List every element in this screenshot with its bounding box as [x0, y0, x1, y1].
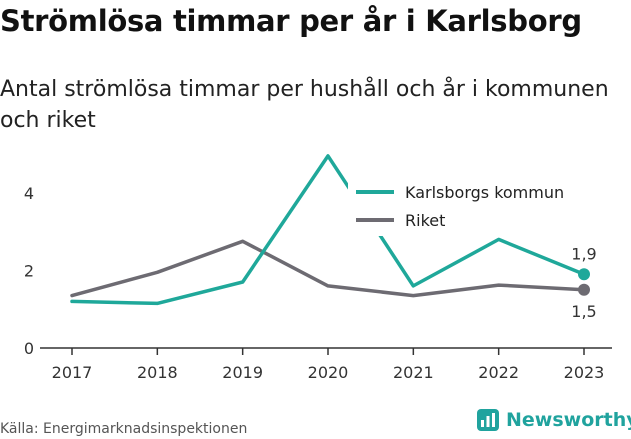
x-tick-label: 2020	[308, 363, 349, 382]
x-tick-label: 2019	[222, 363, 263, 382]
data-label-karlsborg-2023: 1,9	[571, 244, 596, 263]
newsworthy-logo-icon	[477, 409, 499, 431]
chart-subtitle: Antal strömlösa timmar per hushåll och å…	[0, 77, 609, 133]
data-label-riket-2023: 1,5	[571, 302, 596, 321]
brand-logo: Newsworthy	[476, 408, 631, 432]
legend-label: Riket	[405, 211, 445, 230]
x-tick-label: 2021	[393, 363, 434, 382]
x-tick-label: 2023	[564, 363, 605, 382]
series-end-point-riket	[578, 283, 590, 296]
chart-title: Strömlösa timmar per år i Karlsborg	[0, 4, 582, 38]
y-tick-label: 4	[24, 184, 34, 203]
series-line-karlsborg	[70, 154, 586, 306]
x-tick-label: 2017	[52, 363, 93, 382]
series-end-point-karlsborg	[578, 268, 590, 281]
y-tick-label: 0	[24, 339, 34, 358]
source-note: Källa: Energimarknadsinspektionen	[0, 421, 248, 437]
line-chart: 0 2 4 2017 2018 2019 2020 2021 2022 2023 1,9 1,5 Kar…	[24, 154, 612, 382]
legend-background	[348, 178, 594, 236]
x-tick-label: 2022	[478, 363, 519, 382]
brand-name: Newsworthy	[506, 409, 631, 431]
y-tick-label: 2	[24, 261, 34, 280]
legend-label: Karlsborgs kommun	[405, 183, 564, 202]
series-line-riket	[70, 239, 586, 298]
x-tick-label: 2018	[137, 363, 178, 382]
